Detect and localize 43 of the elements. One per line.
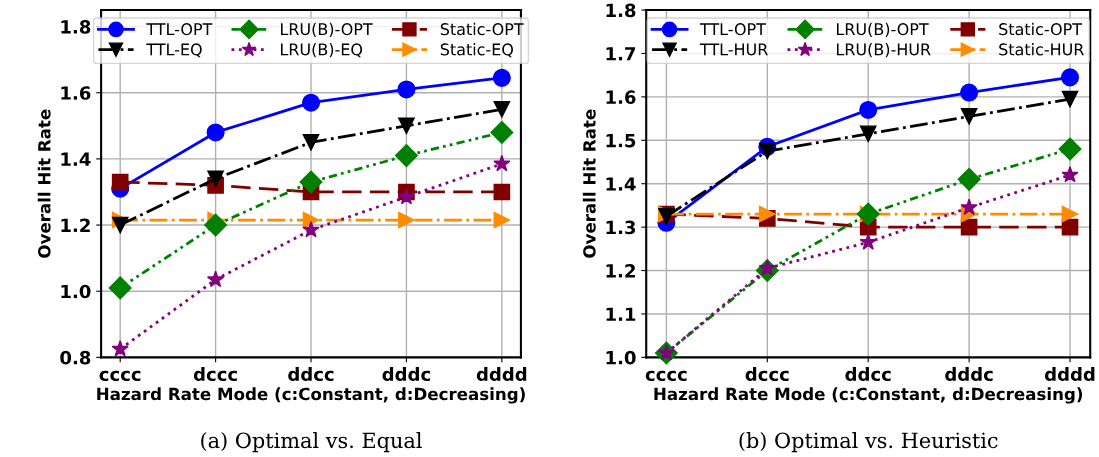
legend-label: Static-HUR: [999, 43, 1084, 56]
y-tick-label: 1.3: [606, 220, 636, 235]
y-tick-label: 1.7: [606, 47, 636, 61]
y-tick-label: 1.0: [61, 284, 91, 299]
y-tick-label: 1.4: [61, 152, 91, 166]
x-tick-label: ddcc: [845, 367, 891, 382]
legend-label: LRU(B)-EQ: [281, 43, 363, 58]
x-tick-label: dddc: [945, 367, 993, 382]
y-tick-label: 1.2: [606, 264, 635, 278]
text: (b) Optimal vs. Heuristic: [739, 432, 998, 453]
legend-label: Static-OPT: [440, 22, 524, 36]
x-tick-label: cccc: [645, 370, 687, 382]
x-axis-title: Hazard Rate Mode (c:Constant, d:Decreasing): [97, 387, 525, 404]
y-tick-label: 1.1: [606, 307, 636, 321]
x-tick-label: dccc: [745, 367, 789, 382]
x-tick-label: cccc: [99, 370, 141, 382]
y-tick-label: 1.8: [61, 20, 91, 34]
text: (a) Optimal vs. Equal: [201, 432, 422, 453]
y-tick-label: 1.4: [606, 177, 636, 191]
y-tick-label: 1.2: [61, 218, 90, 232]
legend-label: TTL-HUR: [699, 43, 768, 56]
x-tick-label: dddc: [382, 367, 430, 382]
y-tick-label: 1.6: [606, 90, 636, 104]
x-tick-label: dddd: [476, 367, 527, 382]
legend-label: Static-OPT: [999, 22, 1083, 36]
y-axis-title: Overall Hit Rate: [37, 109, 51, 258]
y-axis-title: Overall Hit Rate: [582, 109, 596, 258]
y-tick-label: 1.0: [606, 350, 636, 365]
y-tick-label: 1.5: [606, 134, 636, 148]
x-tick-label: dccc: [193, 367, 237, 382]
y-tick-label: 1.8: [606, 3, 636, 18]
legend-label: LRU(B)-OPT: [836, 22, 929, 38]
x-tick-label: dddd: [1044, 367, 1095, 382]
legend-label: TTL-OPT: [699, 23, 766, 36]
legend-label: TTL-OPT: [146, 23, 213, 36]
y-tick-label: 1.6: [61, 86, 91, 100]
y-tick-label: 0.8: [60, 350, 91, 365]
legend-label: Static-EQ: [440, 43, 513, 58]
x-axis-title: Hazard Rate Mode (c:Constant, d:Decreasing): [654, 387, 1083, 404]
legend-label: TTL-EQ: [146, 43, 202, 58]
x-tick-label: ddcc: [288, 367, 334, 382]
legend-label: LRU(B)-HUR: [836, 43, 931, 58]
legend-label: LRU(B)-OPT: [281, 22, 373, 38]
